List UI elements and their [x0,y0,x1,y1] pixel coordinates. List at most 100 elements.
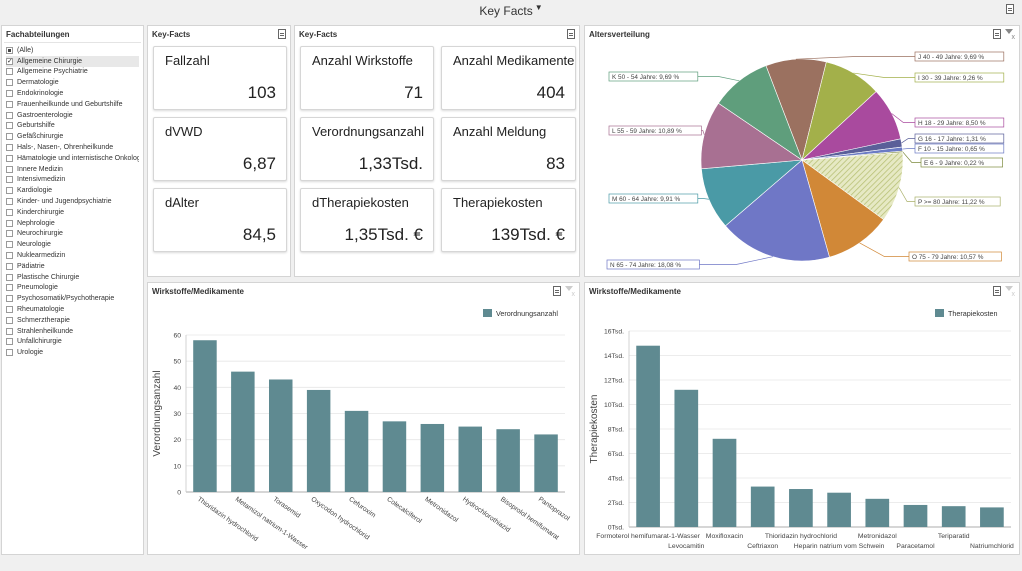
pie-slice[interactable] [801,159,884,258]
clear-filter-icon[interactable] [565,286,575,298]
bar[interactable] [534,434,558,492]
bar[interactable] [865,498,890,527]
bar[interactable] [193,340,217,492]
export-icon[interactable] [278,29,286,39]
clear-filter-icon[interactable] [1005,286,1015,298]
y-tick-label: 30 [173,411,181,418]
export-icon[interactable] [993,286,1001,296]
filter-item[interactable]: Unfallchirurgie [6,337,139,348]
filter-item[interactable]: Allgemeine Psychiatrie [6,67,139,78]
kpi-value: 139Tsd. € [491,225,565,244]
pie-slice[interactable] [700,102,803,170]
bar[interactable] [941,506,966,527]
bar[interactable] [980,507,1004,527]
checkbox[interactable] [6,133,13,141]
checkbox[interactable] [6,187,13,195]
filter-item[interactable]: Neurologie [6,239,139,250]
checkbox[interactable] [6,349,13,357]
checkbox[interactable] [6,338,13,346]
bar[interactable] [827,492,851,527]
pie-slice[interactable] [725,159,830,262]
bar[interactable] [750,486,775,527]
checkbox[interactable] [6,46,13,54]
export-icon[interactable] [1006,4,1014,14]
filter-item[interactable]: Dermatologie [6,77,139,88]
pie-leader-line [853,72,915,78]
panel-title: Key-Facts [299,30,338,39]
checkbox[interactable] [6,198,13,206]
filter-item[interactable]: Kinderchirurgie [6,207,139,218]
checkbox[interactable] [6,165,13,173]
checkbox[interactable] [6,252,13,260]
bar[interactable] [496,429,520,492]
filter-item[interactable]: Frauenheilkunde und Geburtshilfe [6,99,139,110]
filter-item[interactable]: Schmerztherapie [6,315,139,326]
filter-item[interactable]: Geburtshilfe [6,121,139,132]
filter-item[interactable]: Hals-, Nasen-, Ohrenheilkunde [6,142,139,153]
checkbox[interactable] [6,154,13,162]
checkbox[interactable] [6,90,13,98]
bar[interactable] [344,410,369,492]
filter-item[interactable]: Hämatologie und internistische Onkologie [6,153,139,164]
bar[interactable] [420,423,445,492]
bar[interactable] [636,345,660,527]
export-icon[interactable] [553,286,561,296]
bar[interactable] [903,504,928,527]
x-tick-label: Natriumchlorid [970,543,1014,550]
checkbox[interactable] [6,208,13,216]
checkbox[interactable] [6,111,13,119]
export-icon[interactable] [993,29,1001,39]
checkbox[interactable] [6,219,13,227]
filter-item[interactable]: Plastische Chirurgie [6,272,139,283]
filter-item[interactable]: Rheumatologie [6,304,139,315]
checkbox[interactable] [6,230,13,238]
checkbox[interactable] [6,79,13,87]
bar[interactable] [712,438,737,527]
checkbox[interactable] [6,122,13,130]
checkbox[interactable] [6,273,13,281]
filter-item[interactable]: Nuklearmedizin [6,250,139,261]
export-icon[interactable] [567,29,575,39]
bar[interactable] [231,371,255,492]
filter-item[interactable]: Pneumologie [6,283,139,294]
bar[interactable] [306,389,331,492]
filter-indicator-icon[interactable]: ▼ [534,2,543,12]
bar[interactable] [458,426,482,492]
checkbox[interactable] [6,144,13,152]
filter-item[interactable]: Pädiatrie [6,261,139,272]
filter-item[interactable]: Intensivmedizin [6,175,139,186]
filter-item[interactable]: Gefäßchirurgie [6,131,139,142]
filter-item[interactable]: Strahlenheilkunde [6,326,139,337]
checkbox[interactable] [6,284,13,292]
checkbox[interactable] [6,241,13,249]
filter-item-label: Intensivmedizin [17,176,66,184]
bar[interactable] [789,489,813,527]
filter-item[interactable]: Kardiologie [6,185,139,196]
filter-item[interactable]: Allgemeine Chirurgie [6,55,139,67]
filter-item[interactable]: Innere Medizin [6,164,139,175]
filter-item-label: Psychosomatik/Psychotherapie [17,295,115,303]
checkbox[interactable] [6,306,13,314]
bar[interactable] [382,421,407,492]
checkbox[interactable] [6,176,13,184]
checkbox[interactable] [6,68,13,76]
pie-label-box [914,196,1001,207]
checkbox[interactable] [6,327,13,335]
filter-item[interactable]: Gastroenterologie [6,110,139,121]
checkbox[interactable] [6,316,13,324]
filter-item[interactable]: Endokrinologie [6,88,139,99]
checkbox[interactable] [6,57,13,65]
filter-item[interactable]: Neurochirurgie [6,229,139,240]
filter-item[interactable]: (Alle) [6,45,139,56]
checkbox[interactable] [6,295,13,303]
filter-item[interactable]: Kinder- und Jugendpsychiatrie [6,196,139,207]
filter-item[interactable]: Nephrologie [6,218,139,229]
bar[interactable] [674,389,699,527]
bar[interactable] [269,379,293,492]
clear-filter-icon[interactable] [1005,29,1015,41]
pie-slice[interactable] [801,152,904,220]
checkbox[interactable] [6,262,13,270]
filter-item[interactable]: Psychosomatik/Psychotherapie [6,293,139,304]
filter-item[interactable]: Urologie [6,347,139,358]
checkbox[interactable] [6,100,13,108]
